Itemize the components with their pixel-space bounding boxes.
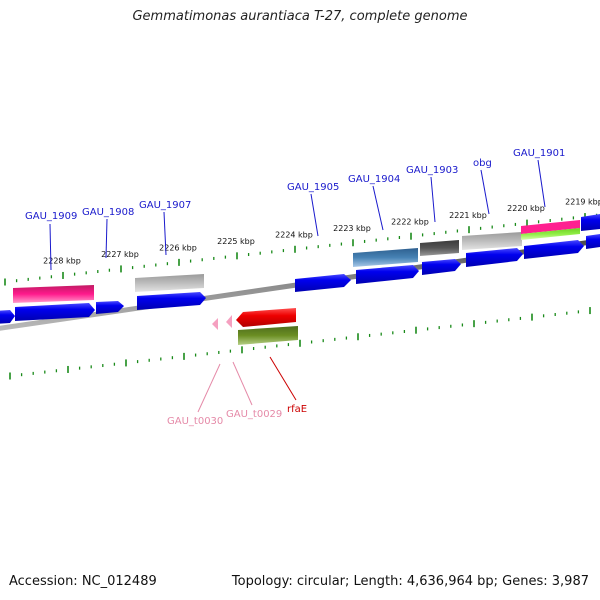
cds-track-reverse xyxy=(212,308,298,345)
leader-GAU_1909 xyxy=(49,223,52,271)
kbp-label: 2223 kbp xyxy=(333,224,371,233)
gene-label[interactable]: GAU_1909 xyxy=(25,211,77,222)
gene-obg-feature[interactable] xyxy=(462,232,522,250)
gene-label[interactable]: GAU_1908 xyxy=(82,207,134,218)
cds-arrow[interactable] xyxy=(0,310,15,324)
map-title: Gemmatimonas aurantiaca T-27, complete g… xyxy=(132,9,468,24)
gene-label[interactable]: GAU_t0029 xyxy=(226,409,282,420)
kbp-label: 2227 kbp xyxy=(101,250,139,259)
cds-arrow-GAU_1908[interactable] xyxy=(96,301,124,314)
leader-GAU_1908 xyxy=(105,218,108,259)
gene-label[interactable]: GAU_1901 xyxy=(513,148,565,159)
cds-arrow-rfaE[interactable] xyxy=(236,308,296,327)
kbp-label-group: 2228 kbp 2227 kbp 2226 kbp 2225 kbp 2224 kbp… xyxy=(43,198,600,266)
inner-tick-scale xyxy=(9,307,591,380)
cds-arrow-obg[interactable] xyxy=(466,248,523,267)
cds-arrow-GAU_1903[interactable] xyxy=(422,259,461,275)
gene-label[interactable]: GAU_t0030 xyxy=(167,416,223,427)
leader-rfaE xyxy=(269,356,297,401)
cds-arrow-GAU_1901[interactable] xyxy=(524,240,584,259)
outer-tick-scale xyxy=(4,213,598,286)
leader-GAU_t0029 xyxy=(232,361,253,406)
gene-GAU_1904-feature[interactable] xyxy=(353,248,418,267)
cds-arrow-edge-top[interactable] xyxy=(581,214,600,231)
leader-GAU_1905 xyxy=(310,193,319,237)
kbp-label: 2219 kbp xyxy=(565,198,600,207)
kbp-label: 2226 kbp xyxy=(159,243,197,252)
gene-rfaE-feature[interactable] xyxy=(238,326,298,345)
kbp-label: 2228 kbp xyxy=(43,257,81,266)
cds-arrow-GAU_1907[interactable] xyxy=(137,292,206,310)
kbp-label: 2220 kbp xyxy=(507,204,545,213)
gene-GAU_1901-feature-lime[interactable] xyxy=(521,228,580,240)
feature-track xyxy=(13,220,580,303)
gene-GAU_1907-feature[interactable] xyxy=(135,274,204,292)
cds-arrow-edge[interactable] xyxy=(586,234,600,249)
kbp-label: 2224 kbp xyxy=(275,230,313,239)
gene-label[interactable]: rfaE xyxy=(287,404,307,415)
cds-arrow-GAU_1904[interactable] xyxy=(356,265,419,284)
gene-label[interactable]: obg xyxy=(473,158,492,169)
gene-label[interactable]: GAU_1904 xyxy=(348,174,400,185)
gene-GAU_1903-feature[interactable] xyxy=(420,240,459,256)
leader-obg xyxy=(480,169,490,215)
trna-GAU_t0029[interactable] xyxy=(226,315,232,328)
leader-GAU_1907 xyxy=(163,211,167,256)
cds-arrow-GAU_1905[interactable] xyxy=(295,274,351,292)
gene-label[interactable]: GAU_1903 xyxy=(406,165,458,176)
trna-GAU_t0030[interactable] xyxy=(212,318,218,330)
kbp-label: 2222 kbp xyxy=(391,217,429,226)
genome-stats-text: Topology: circular; Length: 4,636,964 bp… xyxy=(231,574,589,589)
cds-arrow-GAU_1909[interactable] xyxy=(15,303,95,321)
label-leaders xyxy=(49,159,546,413)
accession-text: Accession: NC_012489 xyxy=(9,574,157,589)
kbp-label: 2225 kbp xyxy=(217,237,255,246)
leader-GAU_t0030 xyxy=(197,363,221,413)
leader-GAU_1904 xyxy=(372,185,384,231)
cds-track-forward xyxy=(0,214,600,324)
leader-GAU_1901 xyxy=(537,159,546,208)
gene-label[interactable]: GAU_1905 xyxy=(287,182,339,193)
leader-GAU_1903 xyxy=(430,176,436,223)
gene-GAU_1909-feature[interactable] xyxy=(13,285,94,303)
gene-GAU_1901-feature-pink[interactable] xyxy=(521,220,580,234)
kbp-label: 2221 kbp xyxy=(449,211,487,220)
gene-label[interactable]: GAU_1907 xyxy=(139,200,191,211)
gene-label-group: GAU_1909 GAU_1908 GAU_1907 GAU_1905 GAU_… xyxy=(25,148,565,427)
